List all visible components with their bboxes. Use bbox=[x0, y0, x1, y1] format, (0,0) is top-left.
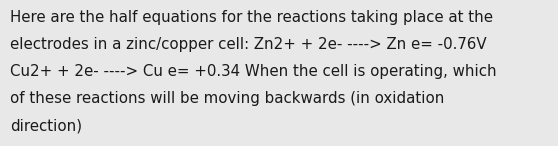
Text: Here are the half equations for the reactions taking place at the: Here are the half equations for the reac… bbox=[10, 10, 493, 25]
Text: Cu2+ + 2e- ----> Cu e= +0.34 When the cell is operating, which: Cu2+ + 2e- ----> Cu e= +0.34 When the ce… bbox=[10, 64, 497, 79]
Text: direction): direction) bbox=[10, 118, 82, 133]
Text: electrodes in a zinc/copper cell: Zn2+ + 2e- ----> Zn e= -0.76V: electrodes in a zinc/copper cell: Zn2+ +… bbox=[10, 37, 487, 52]
Text: of these reactions will be moving backwards (in oxidation: of these reactions will be moving backwa… bbox=[10, 91, 444, 106]
